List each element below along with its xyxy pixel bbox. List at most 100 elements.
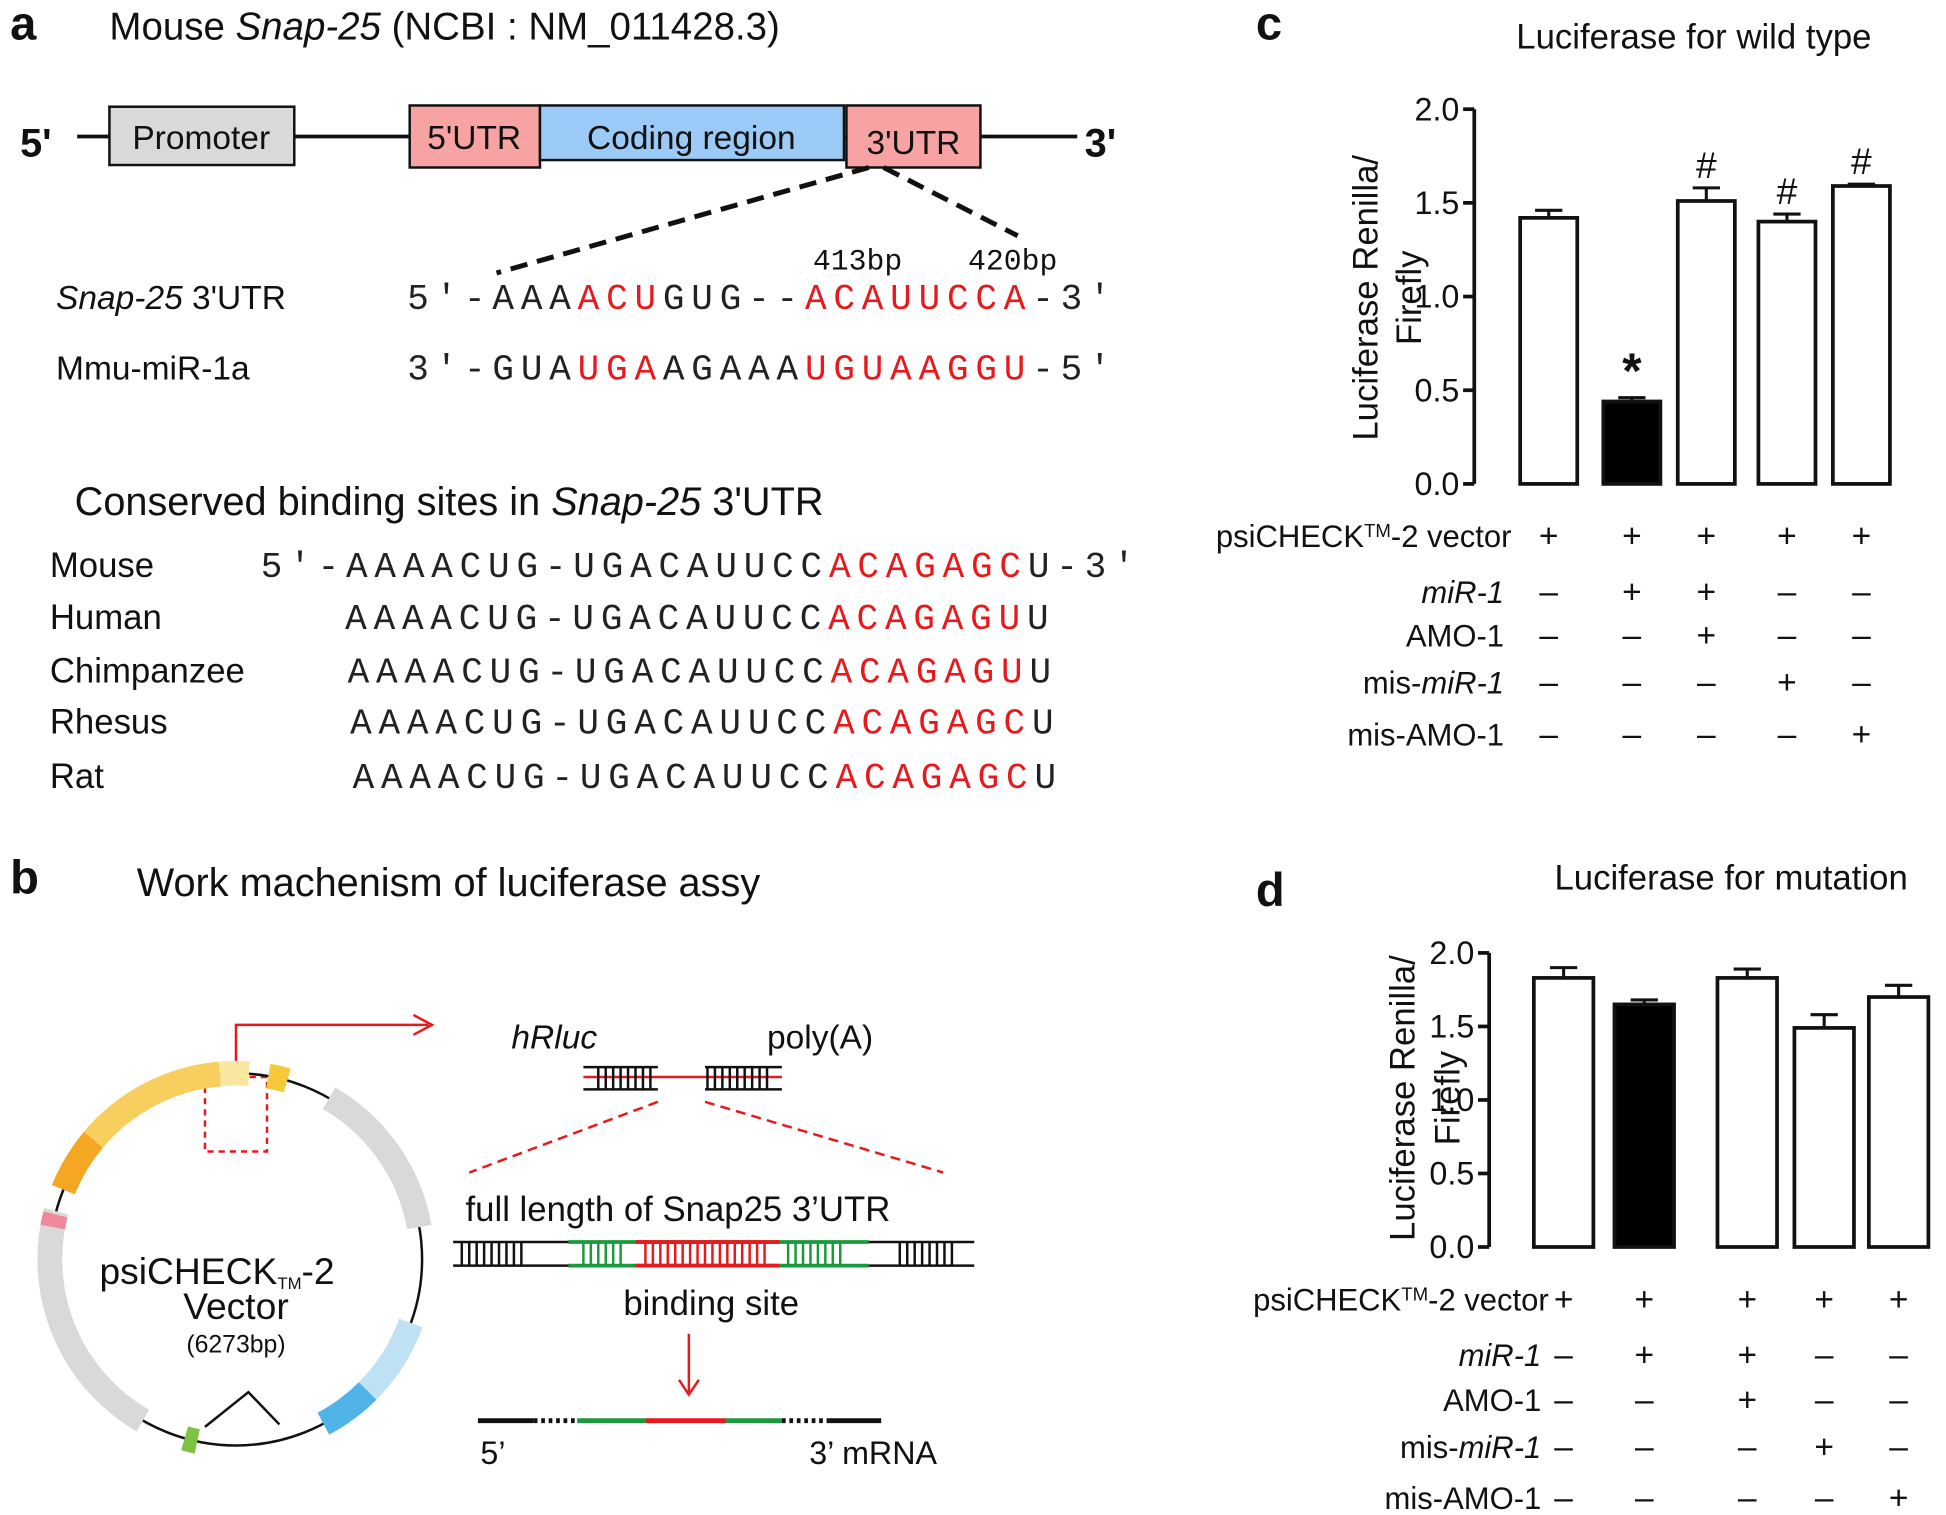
condition-sign: + (1622, 574, 1642, 611)
condition-label: miR-1 (1459, 1338, 1542, 1373)
site-label: binding site (623, 1285, 799, 1323)
y-tick-label: 0.5 (1429, 1156, 1474, 1192)
plasmid-name-part: -2 (302, 1250, 335, 1292)
condition-label: psiCHECKTM-2 vector (1216, 519, 1512, 554)
sequence-part: ACAGAGU (828, 599, 1027, 640)
condition-sign: + (1852, 717, 1872, 754)
species-name: Mouse (50, 547, 154, 585)
condition-sign: – (1697, 717, 1716, 754)
condition-sign: – (1889, 1337, 1908, 1374)
condition-sign: – (1738, 1429, 1757, 1466)
gene-label: 5'UTR (427, 120, 521, 157)
significance: * (1622, 343, 1642, 399)
condition-label: AMO-1 (1443, 1383, 1541, 1418)
condition-label: AMO-1 (1406, 618, 1504, 653)
condition-label: mis-miR-1 (1363, 666, 1504, 701)
plasmid-name-part: psiCHECK (99, 1250, 277, 1292)
plasmid-name: psiCHECKTM-2 (99, 1250, 334, 1293)
species-sequence: 5'-AAAACUG-UGACAUUCCACAGAGCU-3' (261, 547, 1142, 588)
sequence-part: U (1032, 703, 1060, 744)
gene-label: Coding region (587, 120, 796, 157)
conserved-title-part: 3'UTR (701, 480, 823, 524)
bar (1866, 995, 1931, 1249)
y-tick-label: 1.5 (1415, 185, 1460, 221)
panel-title-part: (NCBI : NM_011428.3) (381, 6, 780, 49)
panel-title: Work machenism of luciferase assy (137, 861, 761, 905)
condition-sign: + (1737, 1337, 1757, 1374)
arrow (468, 1100, 659, 1174)
condition-label-part: -2 vector (1428, 1282, 1549, 1317)
condition-sign: + (1634, 1337, 1654, 1374)
condition-sign: – (1635, 1382, 1654, 1419)
alignment-sequence: 5'-AAAACUGUG--ACAUUCCA-3' (407, 279, 1117, 320)
alignment-name: Mmu-miR-1a (56, 351, 250, 388)
conserved-title-part: Conserved binding sites in (75, 480, 552, 524)
conserved-title-part: Snap-25 (551, 480, 702, 524)
condition-sign: – (1554, 1337, 1573, 1374)
condition-sign: + (1554, 1281, 1574, 1318)
plasmid-label: Vector (183, 1285, 289, 1327)
y-tick-label: 0.0 (1429, 1229, 1474, 1265)
plasmid-segment (51, 1131, 104, 1195)
alignment-name-part: Snap-25 (56, 280, 183, 317)
sequence-part: ACAGAGC (833, 703, 1032, 744)
plasmid-segment (265, 1063, 291, 1093)
species-name: Chimpanzee (50, 652, 245, 690)
panel-letter: d (1256, 863, 1285, 916)
gene-label: 3'UTR (866, 125, 960, 162)
condition-sign: – (1539, 617, 1558, 654)
plasmid-segment (37, 1208, 150, 1432)
promoter-box (108, 105, 296, 167)
sequence-part: ACAGAGU (831, 652, 1030, 693)
condition-sign: + (1777, 518, 1797, 555)
condition-label-part: mis- (1363, 666, 1422, 701)
sequence-part: 3'-GUA (407, 350, 577, 391)
condition-sign: – (1738, 1480, 1757, 1515)
condition-label: psiCHECKTM-2 vector (1253, 1282, 1549, 1317)
condition-sign: – (1554, 1429, 1573, 1466)
conserved-title: Conserved binding sites in Snap-25 3'UTR (75, 480, 824, 524)
arrow-head (412, 1013, 435, 1036)
duplex-rungs (460, 1067, 954, 1266)
sequence-part: GUG-- (663, 279, 805, 320)
condition-label-part: miR-1 (1459, 1430, 1542, 1465)
arrow (234, 1023, 429, 1078)
sequence-part: AAAACUG-UGACAUUCC (348, 652, 831, 693)
condition-sign: – (1852, 617, 1871, 654)
sequence-part: 5'-AAAACUG-UGACAUUCC (261, 547, 829, 588)
y-axis-label: Luciferase Renilla/ (1385, 955, 1423, 1241)
alignment-sequence: 3'-GUAUGAAGAAAUGUAAGGU-5' (407, 350, 1117, 391)
y-axis-label: Firefly (1391, 250, 1429, 345)
plasmid-segment (40, 1211, 68, 1230)
condition-label: mis-AMO-1 (1347, 718, 1504, 753)
sequence-part: -5' (1032, 350, 1117, 391)
condition-label-part: psiCHECK (1216, 519, 1364, 554)
panel-letter: a (10, 0, 37, 50)
species-sequence: AAAACUG-UGACAUUCCACAGAGUU (348, 652, 1058, 693)
condition-label-part: AMO-1 (1443, 1383, 1541, 1418)
mrna-label: 3’ mRNA (809, 1435, 937, 1471)
condition-sign: + (1889, 1480, 1909, 1515)
condition-sign: – (1889, 1429, 1908, 1466)
condition-sign: + (1697, 518, 1717, 555)
panel-letter: c (1256, 0, 1282, 50)
condition-sign: – (1852, 665, 1871, 702)
condition-sign: – (1539, 717, 1558, 754)
plasmid-segment (181, 1426, 200, 1454)
bar (1756, 219, 1818, 486)
zoom-line (882, 165, 1019, 238)
plasmid-segment (317, 1382, 377, 1435)
sequence-part: U-3' (1028, 547, 1142, 588)
plasmid-name-part: TM (277, 1274, 301, 1293)
condition-sign: – (1697, 665, 1716, 702)
condition-label-part: AMO-1 (1406, 618, 1504, 653)
sequence-part: -3' (1032, 279, 1117, 320)
species-sequence: AAAACUG-UGACAUUCCACAGAGCU (353, 758, 1063, 799)
sequence-part: AAAACUG-UGACAUUCC (353, 758, 836, 799)
panel-title-part: Snap-25 (236, 6, 382, 49)
sequence-part: ACAGAGC (829, 547, 1028, 588)
condition-sign: – (1623, 617, 1642, 654)
gene-label: Promoter (132, 120, 270, 157)
condition-label-part: psiCHECK (1253, 1282, 1401, 1317)
sequence-part: ACU (578, 279, 663, 320)
